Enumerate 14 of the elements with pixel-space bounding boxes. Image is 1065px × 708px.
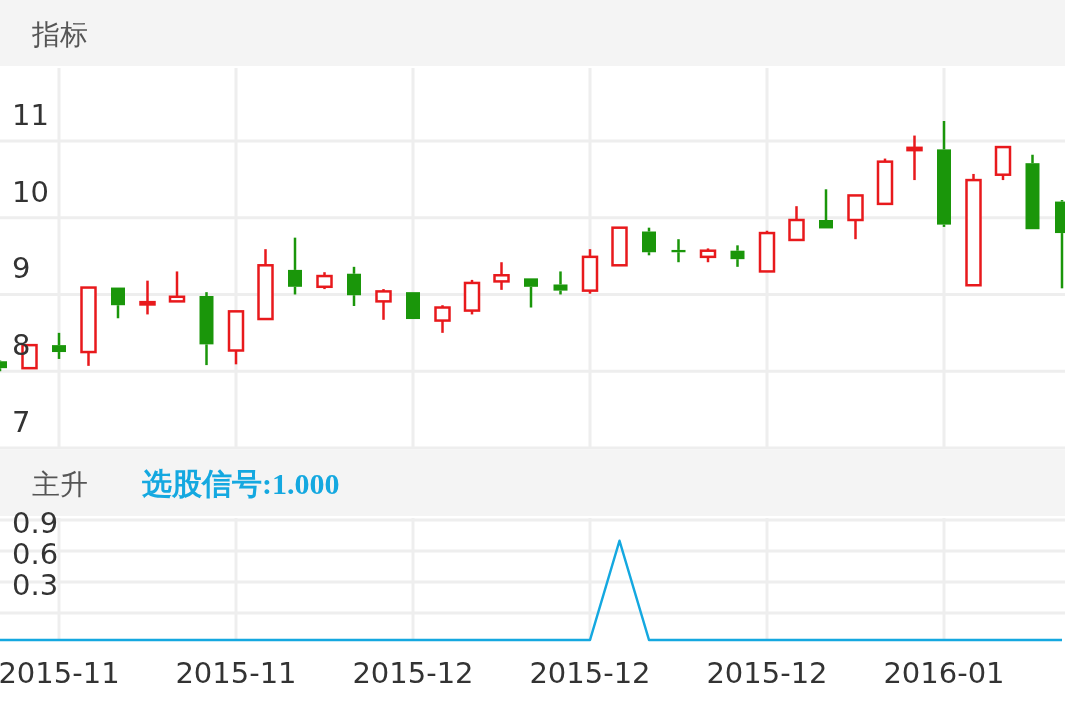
chart-title: 指标 [31, 18, 88, 51]
chart-title: 主升 [32, 468, 88, 501]
x-tick-label: 2016-01 [883, 656, 1005, 690]
y-tick-label: 10 [12, 174, 49, 209]
y-tick-label: 9 [12, 251, 31, 286]
x-tick-label: 2015-12 [352, 656, 474, 690]
x-tick-label: 2015-12 [706, 656, 828, 690]
text: 选股信号:1.000 [141, 467, 340, 500]
y-tick-label: 8 [12, 328, 31, 363]
x-tick-label: 2015-11 [175, 656, 297, 690]
x-tick-label: 2015-12 [529, 656, 651, 690]
x-tick-label: 2015-11 [0, 656, 120, 690]
y-tick-label: 11 [12, 97, 49, 132]
y-tick-label: 7 [12, 405, 31, 439]
